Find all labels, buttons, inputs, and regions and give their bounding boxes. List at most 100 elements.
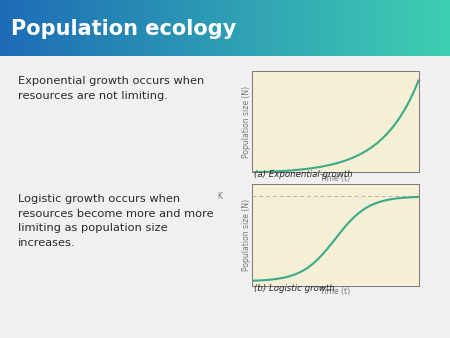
Bar	[186, 0, 188, 56]
Bar	[387, 0, 389, 56]
Bar	[82, 0, 85, 56]
Bar	[354, 0, 356, 56]
Bar	[8, 0, 10, 56]
Bar	[233, 0, 235, 56]
Bar	[58, 0, 61, 56]
Bar	[76, 0, 79, 56]
Bar	[176, 0, 178, 56]
Bar	[42, 0, 44, 56]
Bar	[140, 0, 142, 56]
Bar	[375, 0, 377, 56]
Bar	[303, 0, 305, 56]
Bar	[72, 0, 74, 56]
Bar	[297, 0, 299, 56]
Bar	[406, 0, 409, 56]
Bar	[384, 0, 386, 56]
Bar	[278, 0, 280, 56]
Bar	[330, 0, 332, 56]
Bar	[440, 0, 442, 56]
Bar	[276, 0, 278, 56]
Bar	[397, 0, 400, 56]
Bar	[112, 0, 115, 56]
Bar	[240, 0, 242, 56]
Bar	[51, 0, 53, 56]
Bar	[224, 0, 226, 56]
Bar	[66, 0, 68, 56]
Bar	[105, 0, 107, 56]
Bar	[118, 0, 121, 56]
Bar	[96, 0, 98, 56]
Bar	[386, 0, 388, 56]
Bar	[158, 0, 160, 56]
Bar	[415, 0, 418, 56]
Bar	[64, 0, 67, 56]
Bar	[435, 0, 437, 56]
Bar	[374, 0, 376, 56]
Bar	[442, 0, 445, 56]
Bar	[359, 0, 361, 56]
Bar	[144, 0, 146, 56]
Text: Logistic growth occurs when
resources become more and more
limiting as populatio: Logistic growth occurs when resources be…	[18, 194, 214, 248]
Bar	[292, 0, 295, 56]
Bar	[320, 0, 322, 56]
Bar	[310, 0, 313, 56]
Bar	[126, 0, 128, 56]
Bar	[32, 0, 34, 56]
Bar	[24, 0, 26, 56]
Bar	[333, 0, 335, 56]
Bar	[378, 0, 380, 56]
Bar	[261, 0, 263, 56]
Bar	[206, 0, 208, 56]
Bar	[135, 0, 137, 56]
Bar	[346, 0, 349, 56]
Bar	[316, 0, 319, 56]
Bar	[94, 0, 97, 56]
Bar	[256, 0, 259, 56]
Bar	[91, 0, 94, 56]
Bar	[104, 0, 106, 56]
Bar	[235, 0, 238, 56]
Bar	[22, 0, 25, 56]
Bar	[446, 0, 448, 56]
Bar	[342, 0, 344, 56]
Bar	[345, 0, 347, 56]
Bar	[357, 0, 359, 56]
Bar	[1, 0, 4, 56]
Bar	[414, 0, 416, 56]
Bar	[220, 0, 223, 56]
Bar	[143, 0, 145, 56]
Text: (b) Logistic growth: (b) Logistic growth	[254, 284, 335, 293]
Bar	[318, 0, 320, 56]
Bar	[377, 0, 379, 56]
Bar	[99, 0, 101, 56]
Bar	[300, 0, 302, 56]
Bar	[75, 0, 77, 56]
Bar	[166, 0, 169, 56]
Bar	[120, 0, 122, 56]
Bar	[423, 0, 425, 56]
Bar	[207, 0, 209, 56]
Bar	[428, 0, 430, 56]
Bar	[288, 0, 290, 56]
Bar	[73, 0, 76, 56]
Bar	[189, 0, 191, 56]
Bar	[170, 0, 172, 56]
Bar	[306, 0, 308, 56]
Bar	[291, 0, 293, 56]
Bar	[68, 0, 70, 56]
Bar	[69, 0, 71, 56]
Bar	[262, 0, 265, 56]
Bar	[0, 0, 2, 56]
Bar	[226, 0, 229, 56]
Bar	[228, 0, 230, 56]
Bar	[352, 0, 355, 56]
Bar	[86, 0, 88, 56]
Bar	[190, 0, 193, 56]
Bar	[321, 0, 323, 56]
Bar	[417, 0, 419, 56]
Bar	[80, 0, 82, 56]
Y-axis label: Population size (N): Population size (N)	[242, 199, 251, 271]
Bar	[14, 0, 16, 56]
Bar	[130, 0, 133, 56]
Bar	[180, 0, 182, 56]
